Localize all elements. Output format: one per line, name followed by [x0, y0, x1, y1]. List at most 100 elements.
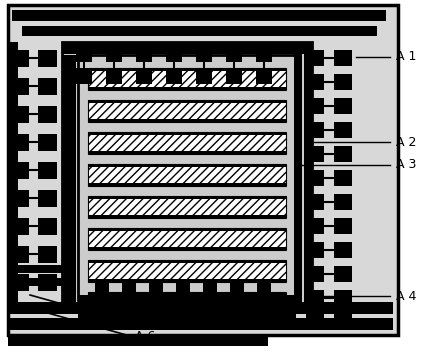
Bar	[106, 68, 122, 84]
Bar	[334, 314, 352, 330]
Bar	[10, 78, 29, 95]
Bar	[88, 292, 286, 295]
Bar	[88, 228, 286, 250]
Bar	[334, 218, 352, 234]
Bar	[62, 42, 312, 312]
Bar	[8, 302, 393, 314]
Bar	[78, 308, 296, 318]
Bar	[166, 68, 182, 84]
Bar	[88, 68, 286, 71]
Bar	[257, 308, 271, 322]
Bar	[38, 134, 57, 151]
Text: A 5: A 5	[135, 316, 156, 329]
Bar	[10, 106, 29, 123]
Bar	[88, 311, 286, 314]
Bar	[10, 274, 29, 291]
Text: A 1: A 1	[396, 50, 416, 63]
Bar	[306, 50, 324, 66]
Bar	[136, 68, 152, 84]
Bar	[88, 228, 286, 231]
Bar	[306, 98, 324, 114]
Bar	[10, 218, 29, 235]
Bar	[334, 194, 352, 210]
Bar	[306, 314, 324, 330]
Bar	[196, 68, 212, 84]
Bar	[304, 42, 312, 312]
Bar	[78, 295, 296, 305]
Bar	[176, 308, 190, 322]
Bar	[10, 134, 29, 151]
Bar	[203, 281, 217, 295]
Bar	[230, 308, 244, 322]
Bar	[88, 119, 286, 122]
Bar	[10, 278, 63, 286]
Bar	[149, 281, 163, 295]
Text: A 3: A 3	[396, 158, 416, 171]
Bar	[230, 281, 244, 295]
Bar	[334, 122, 352, 138]
Bar	[76, 46, 92, 62]
Bar	[88, 164, 286, 186]
Bar	[306, 266, 324, 282]
Bar	[38, 162, 57, 179]
Bar	[88, 196, 286, 218]
Bar	[22, 26, 377, 36]
Bar	[88, 164, 286, 167]
Bar	[38, 274, 57, 291]
Bar	[62, 55, 76, 305]
Bar	[306, 194, 324, 210]
Bar	[88, 183, 286, 186]
Bar	[12, 10, 386, 21]
Bar	[106, 46, 122, 62]
Bar	[256, 46, 272, 62]
Text: A 4: A 4	[396, 289, 416, 302]
Bar	[88, 196, 286, 199]
Bar	[10, 288, 18, 304]
Bar	[334, 242, 352, 258]
Bar	[88, 100, 286, 103]
Bar	[38, 106, 57, 123]
Bar	[334, 170, 352, 186]
Bar	[88, 279, 286, 282]
Bar	[334, 290, 352, 306]
Bar	[226, 46, 242, 62]
Bar	[38, 218, 57, 235]
Text: A 2: A 2	[396, 136, 416, 149]
Bar	[10, 246, 29, 263]
Bar	[122, 308, 136, 322]
Bar	[88, 132, 286, 154]
Bar	[334, 146, 352, 162]
Bar	[95, 281, 109, 295]
Bar	[226, 68, 242, 84]
Bar	[88, 260, 286, 263]
Bar	[8, 318, 393, 330]
Bar	[294, 42, 302, 312]
Bar	[38, 246, 57, 263]
Bar	[306, 122, 324, 138]
Bar	[8, 334, 268, 346]
Bar	[334, 98, 352, 114]
Bar	[203, 308, 217, 322]
Bar	[196, 46, 212, 62]
Bar	[334, 74, 352, 90]
Bar	[10, 50, 29, 67]
Bar	[334, 266, 352, 282]
Bar	[10, 265, 63, 273]
Text: A 6: A 6	[135, 329, 156, 342]
Bar	[306, 74, 324, 90]
Bar	[38, 78, 57, 95]
Bar	[10, 42, 18, 300]
Bar	[136, 46, 152, 62]
Bar	[38, 50, 57, 67]
Bar	[306, 146, 324, 162]
Bar	[10, 190, 29, 207]
Bar	[88, 260, 286, 282]
Bar	[149, 308, 163, 322]
Bar	[122, 281, 136, 295]
Bar	[166, 46, 182, 62]
Bar	[38, 190, 57, 207]
Bar	[88, 87, 286, 90]
Bar	[95, 308, 109, 322]
Bar	[78, 55, 296, 300]
Bar	[76, 68, 92, 84]
